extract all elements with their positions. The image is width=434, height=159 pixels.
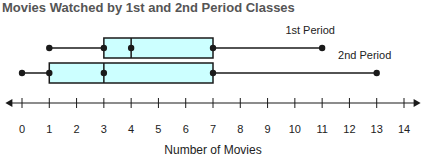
tick xyxy=(376,98,377,108)
whisker xyxy=(213,47,322,49)
tick xyxy=(213,98,214,108)
point xyxy=(46,70,52,76)
tick-label: 5 xyxy=(155,123,161,135)
point xyxy=(19,70,25,76)
axis-arrow xyxy=(5,99,12,107)
tick-label: 11 xyxy=(316,123,327,135)
x-label: Number of Movies xyxy=(164,143,261,157)
tick xyxy=(22,98,23,108)
axis-arrow xyxy=(414,99,421,107)
point xyxy=(374,70,380,76)
point xyxy=(101,70,107,76)
tick xyxy=(267,98,268,108)
tick-label: 14 xyxy=(398,123,410,135)
point xyxy=(101,45,107,51)
tick xyxy=(185,98,186,108)
tick-label: 3 xyxy=(101,123,107,135)
tick xyxy=(103,98,104,108)
whisker xyxy=(213,72,377,74)
tick-label: 13 xyxy=(371,123,383,135)
tick xyxy=(76,98,77,108)
box xyxy=(104,38,213,58)
tick-label: 2 xyxy=(74,123,80,135)
tick-label: 9 xyxy=(265,123,271,135)
tick-label: 4 xyxy=(128,123,134,135)
tick xyxy=(158,98,159,108)
series-label: 2nd Period xyxy=(338,49,391,61)
series-label: 1st Period xyxy=(285,24,335,36)
whisker xyxy=(22,72,49,74)
tick xyxy=(322,98,323,108)
tick-label: 1 xyxy=(46,123,52,135)
tick xyxy=(349,98,350,108)
marks xyxy=(19,38,380,83)
tick-label: 0 xyxy=(19,123,25,135)
box xyxy=(49,63,213,83)
tick xyxy=(294,98,295,108)
point xyxy=(128,45,134,51)
tick-label: 6 xyxy=(183,123,189,135)
tick-label: 7 xyxy=(210,123,216,135)
chart: Movies Watched by 1st and 2nd Period Cla… xyxy=(0,0,434,159)
tick xyxy=(240,98,241,108)
tick-label: 8 xyxy=(237,123,243,135)
point xyxy=(46,45,52,51)
point xyxy=(210,70,216,76)
point xyxy=(210,45,216,51)
whisker xyxy=(49,47,104,49)
point xyxy=(319,45,325,51)
title: Movies Watched by 1st and 2nd Period Cla… xyxy=(2,0,295,15)
tick xyxy=(131,98,132,108)
tick-label: 10 xyxy=(289,123,301,135)
tick-label: 12 xyxy=(343,123,355,135)
tick xyxy=(404,98,405,108)
tick xyxy=(49,98,50,108)
